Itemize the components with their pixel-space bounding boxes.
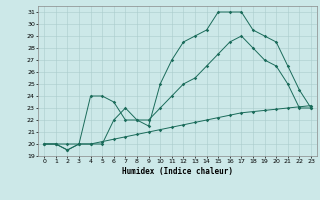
X-axis label: Humidex (Indice chaleur): Humidex (Indice chaleur) xyxy=(122,167,233,176)
